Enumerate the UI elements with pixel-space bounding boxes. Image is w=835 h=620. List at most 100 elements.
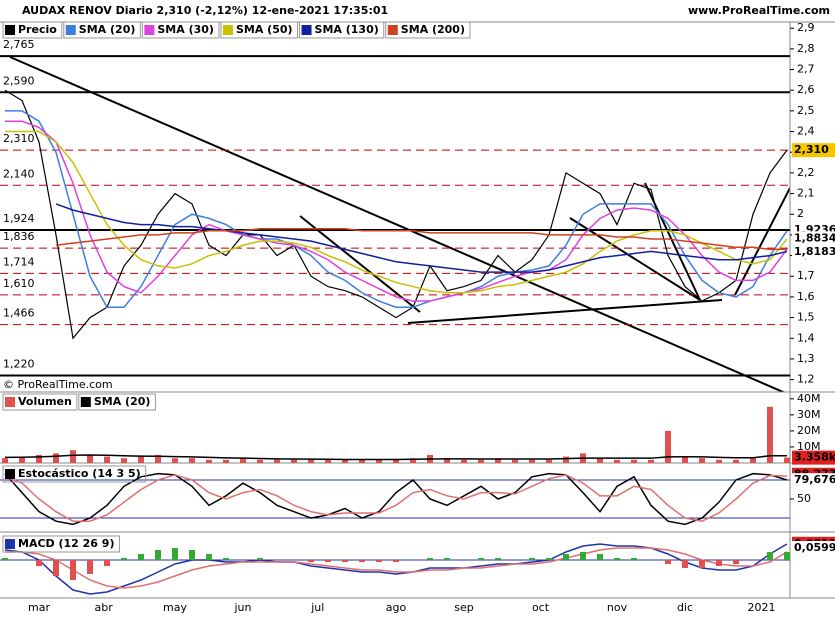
y-tick-label: 1,6 — [797, 290, 815, 303]
level-label-bg — [1, 231, 33, 244]
y-tick-label: 2,9 — [797, 21, 815, 34]
y-tick-label: 40M — [797, 392, 821, 405]
volume-bar — [614, 459, 620, 463]
volume-bar — [750, 458, 756, 463]
volume-bar — [189, 458, 195, 463]
macd-histogram — [393, 560, 399, 562]
x-tick-label: dic — [677, 601, 693, 614]
macd-histogram — [70, 560, 76, 580]
x-tick-label: abr — [94, 601, 113, 614]
volume-bar — [19, 456, 25, 463]
macd-histogram — [427, 558, 433, 560]
macd-histogram — [631, 558, 637, 560]
legend-box — [299, 21, 385, 39]
volume-bar — [767, 406, 773, 463]
y-tick-label: 2,1 — [797, 187, 815, 200]
series-line — [4, 474, 788, 522]
last-value-badge — [792, 244, 835, 259]
macd-histogram — [444, 558, 450, 560]
volume-bar — [257, 459, 263, 463]
last-value-badge — [792, 143, 835, 158]
x-tick-label: jul — [310, 601, 324, 614]
macd-histogram — [308, 560, 314, 562]
x-tick-label: 2021 — [748, 601, 776, 614]
volume-bar — [410, 458, 416, 463]
y-tick-label: 1,4 — [797, 331, 815, 344]
volume-bar — [648, 459, 654, 463]
legend-box — [63, 21, 141, 39]
macd-histogram — [223, 558, 229, 560]
level-label: 2,310 — [3, 132, 35, 145]
last-value-label: 2,310 — [794, 143, 829, 156]
volume-bar — [240, 458, 246, 463]
volume-bar — [223, 459, 229, 463]
last-value-label: 1,8183 — [794, 245, 835, 258]
x-tick-label: may — [163, 601, 187, 614]
volume-bar — [2, 458, 8, 463]
macd-histogram — [172, 548, 178, 560]
legend-label: Volumen — [18, 395, 72, 408]
series-line — [55, 227, 787, 251]
legend-label: SMA (200) — [401, 23, 465, 36]
level-label: 2,590 — [3, 74, 35, 87]
volume-bar — [597, 458, 603, 463]
x-tick-label: sep — [454, 601, 473, 614]
macd-histogram — [138, 554, 144, 560]
legend-swatch — [65, 25, 76, 35]
level-label: 1,610 — [3, 277, 35, 290]
legend-label: Estocástico (14 3 5) — [18, 467, 141, 480]
macd-histogram — [733, 560, 739, 564]
chart-title: AUDAX RENOV Diario 2,310 (-2,12%) 12-ene… — [22, 4, 388, 17]
macd-histogram — [495, 558, 501, 560]
level-label: 1,924 — [3, 212, 35, 225]
volume-bar — [104, 456, 110, 463]
legend-item: Volumen — [2, 393, 78, 411]
x-tick-label: oct — [532, 601, 550, 614]
y-tick-label: 30M — [797, 408, 821, 421]
macd-histogram — [189, 550, 195, 560]
last-value-badge — [792, 231, 835, 246]
macd-histogram — [359, 560, 365, 562]
y-tick-label: 2,5 — [797, 104, 815, 117]
macd-histogram — [529, 558, 535, 560]
volume-bar — [325, 459, 331, 463]
y-tick-label: 2,6 — [797, 83, 815, 96]
legend-label: Precio — [18, 23, 57, 36]
macd-histogram — [682, 560, 688, 568]
volume-sma — [4, 454, 787, 461]
legend-item: SMA (20) — [78, 393, 156, 411]
y-tick-label: 10M — [797, 440, 821, 453]
volume-bar — [631, 459, 637, 463]
legend-box — [220, 21, 299, 39]
macd-histogram — [665, 560, 671, 564]
legend-item: SMA (50) — [220, 21, 299, 39]
legend-box — [2, 535, 120, 553]
legend-box — [141, 21, 220, 39]
legend-swatch — [144, 25, 155, 35]
volume-bar — [70, 450, 76, 463]
legend-label: SMA (130) — [315, 23, 379, 36]
series-line — [5, 130, 788, 294]
volume-bar — [563, 456, 569, 463]
macd-histogram — [699, 560, 705, 568]
site-url: www.ProRealTime.com — [688, 4, 830, 17]
macd-histogram — [257, 558, 263, 560]
volume-bar — [784, 457, 790, 463]
volume-bar — [155, 454, 161, 463]
volume-bar — [478, 459, 484, 463]
level-label-bg — [1, 39, 33, 52]
legend-label: SMA (20) — [94, 395, 151, 408]
macd-histogram — [121, 558, 127, 560]
y-tick-label: 1,7 — [797, 269, 815, 282]
series-line — [4, 472, 788, 526]
x-tick-label: ago — [386, 601, 407, 614]
volume-bar — [138, 456, 144, 463]
trend-lines — [9, 56, 790, 392]
volume-bar — [699, 458, 705, 463]
macd-histogram — [36, 560, 42, 566]
legend-swatch — [5, 397, 15, 407]
macd-histogram — [716, 560, 722, 566]
last-value-badge — [792, 473, 835, 488]
x-tick-label: mar — [28, 601, 50, 614]
macd-histogram — [546, 558, 552, 560]
